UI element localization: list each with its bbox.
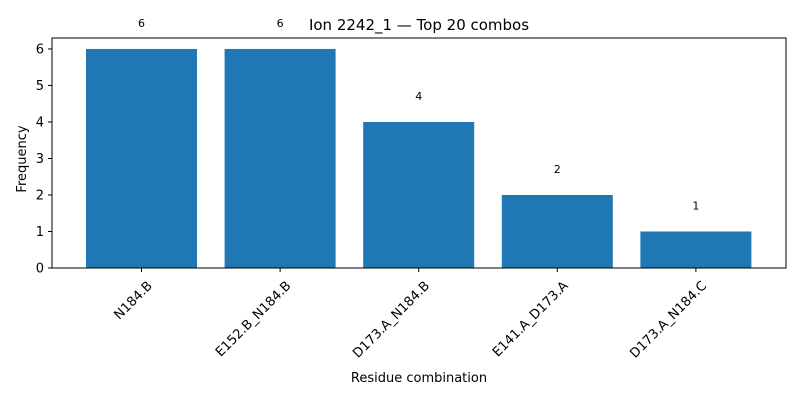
y-tick-label: 0	[36, 262, 44, 277]
bar	[640, 231, 752, 268]
x-tick-label: D173.A_N184.C	[627, 279, 710, 362]
bar	[501, 194, 613, 268]
x-tick-label: E152.B_N184.B	[213, 279, 294, 360]
data-label: 6	[277, 17, 284, 30]
y-tick-label: 2	[36, 188, 44, 203]
bar	[224, 48, 336, 269]
x-axis-label: Residue combination	[351, 371, 487, 386]
y-tick-label: 3	[36, 152, 44, 167]
y-axis-label: Frequency	[15, 125, 30, 192]
y-tick-label: 4	[36, 115, 44, 130]
bar	[86, 48, 197, 269]
plot-area: 0 1 2 3 4 5 6 N184.B E152.B_N184.B D173.A_N184.B E…	[36, 17, 787, 362]
data-label: 6	[138, 17, 145, 30]
y-tick-label: 6	[36, 42, 44, 57]
y-tick-label: 1	[36, 225, 44, 240]
x-tick-label: E141.A_D173.A	[490, 279, 572, 361]
x-tick-label: D173.A_N184.B	[350, 279, 433, 362]
data-label: 1	[692, 199, 699, 212]
data-label: 4	[415, 90, 422, 103]
chart-title: Ion 2242_1 — Top 20 combos	[309, 16, 529, 35]
y-tick-label: 5	[36, 79, 44, 94]
x-tick-label: N184.B	[112, 279, 156, 323]
data-label: 2	[554, 163, 561, 176]
bar	[363, 121, 475, 268]
